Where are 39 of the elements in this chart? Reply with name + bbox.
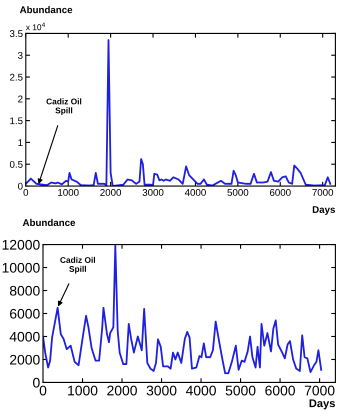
y-tick-label: 3 bbox=[18, 52, 23, 59]
annotation: Cadiz Oil Spill bbox=[60, 256, 96, 274]
x-tick-label: 5000 bbox=[227, 189, 248, 196]
x-tick-label: 7000 bbox=[304, 386, 334, 396]
x-tick-label: 0 bbox=[40, 386, 46, 396]
y-tick-label: 6000 bbox=[10, 308, 40, 319]
y-axis-title: Abundance bbox=[20, 6, 72, 14]
y-tick-label: 1.5 bbox=[10, 117, 23, 124]
y-tick-label: 12000 bbox=[2, 240, 40, 250]
y-tick-label: 3.5 bbox=[10, 30, 23, 38]
y-tick-label: 0.5 bbox=[10, 160, 23, 168]
line-series bbox=[43, 244, 322, 374]
x-tick-label: 3000 bbox=[146, 386, 176, 396]
x-tick-label: 7000 bbox=[312, 189, 334, 196]
x-tick-label: 5000 bbox=[226, 386, 256, 396]
x-tick-label: 4000 bbox=[186, 386, 216, 396]
x-tick-label: 2000 bbox=[107, 386, 137, 396]
y-axis-title: Abundance bbox=[22, 218, 76, 226]
y-tick-label: 2 bbox=[18, 96, 23, 102]
y-tick-label: 0 bbox=[18, 182, 23, 190]
x-axis-title: Days bbox=[312, 206, 336, 215]
x-tick-label: 6000 bbox=[265, 386, 295, 396]
x-tick-label: 1000 bbox=[68, 386, 98, 396]
y-tick-label: 10000 bbox=[2, 262, 40, 273]
line-series bbox=[26, 39, 332, 186]
y-tick-label: 8000 bbox=[10, 286, 40, 296]
y-tick-label: 2.5 bbox=[10, 74, 23, 81]
text: x 10$^{4}$ bbox=[26, 22, 46, 30]
x-axis-title: Days bbox=[310, 399, 335, 410]
y-tick-label: 0 bbox=[33, 378, 40, 388]
x-tick-label: 6000 bbox=[270, 189, 291, 196]
y-tick-label: 1 bbox=[18, 139, 23, 146]
y-tick-label: 4000 bbox=[10, 332, 40, 342]
y-tick-label: 2000 bbox=[10, 354, 40, 365]
x-tick-label: 2000 bbox=[100, 189, 122, 196]
x-tick-label: 1000 bbox=[58, 189, 79, 196]
x-tick-label: 4000 bbox=[184, 189, 206, 196]
x-tick-label: 3000 bbox=[142, 189, 164, 196]
annotation: Cadiz Oil Spill bbox=[46, 98, 82, 116]
